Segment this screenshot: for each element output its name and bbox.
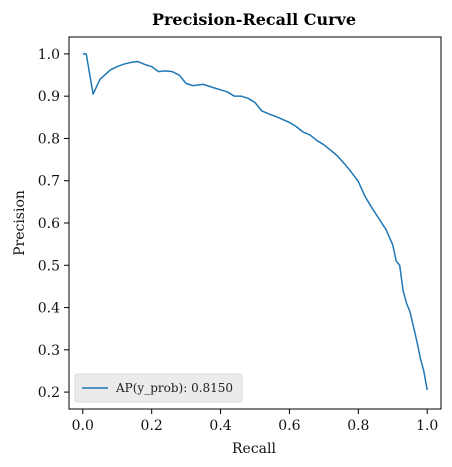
y-tick-label: 0.7 [38, 174, 60, 190]
y-tick-label: 0.5 [38, 258, 60, 274]
x-tick-label: 1.0 [416, 418, 438, 434]
series-layer [82, 53, 428, 391]
pr-curve-line [82, 53, 428, 391]
x-tick-label: 0.2 [141, 418, 163, 434]
legend-entry-label: AP(y_prob): 0.8150 [115, 381, 233, 395]
legend-box [74, 373, 243, 403]
legend: AP(y_prob): 0.8150 [74, 373, 243, 403]
chart-title: Precision-Recall Curve [152, 10, 356, 29]
x-tick-label: 0.4 [209, 418, 231, 434]
y-tick-label: 0.3 [38, 343, 60, 359]
y-tick-label: 0.2 [38, 385, 60, 401]
x-tick-label: 0.6 [278, 418, 300, 434]
x-tick-label: 0.8 [347, 418, 369, 434]
y-tick-label: 0.8 [38, 131, 60, 147]
x-axis-ticks: 0.0 0.2 0.4 0.6 0.8 1.0 [72, 409, 438, 434]
plot-area [68, 36, 442, 410]
y-tick-label: 0.6 [38, 216, 60, 232]
y-tick-label: 0.9 [38, 89, 60, 105]
x-tick-label: 0.0 [72, 418, 94, 434]
x-axis-label: Recall [232, 441, 276, 457]
y-axis-ticks: 0.2 0.3 0.4 0.5 0.6 0.7 0.8 0.9 1.0 [38, 47, 69, 401]
y-tick-label: 1.0 [38, 47, 60, 63]
y-tick-label: 0.4 [38, 301, 60, 317]
y-axis-label: Precision [12, 190, 28, 256]
